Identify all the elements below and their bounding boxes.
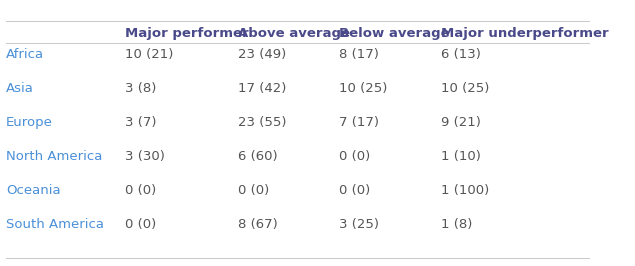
Text: 17 (42): 17 (42): [238, 82, 286, 95]
Text: 6 (60): 6 (60): [238, 150, 277, 163]
Text: Africa: Africa: [6, 48, 44, 61]
Text: 10 (25): 10 (25): [339, 82, 388, 95]
Text: South America: South America: [6, 218, 104, 231]
Text: 3 (25): 3 (25): [339, 218, 379, 231]
Text: 1 (8): 1 (8): [441, 218, 472, 231]
Text: 0 (0): 0 (0): [125, 218, 156, 231]
Text: 7 (17): 7 (17): [339, 116, 379, 129]
Text: 0 (0): 0 (0): [125, 184, 156, 197]
Text: 10 (21): 10 (21): [125, 48, 173, 61]
Text: 3 (7): 3 (7): [125, 116, 156, 129]
Text: 3 (30): 3 (30): [125, 150, 165, 163]
Text: 1 (100): 1 (100): [441, 184, 489, 197]
Text: 23 (55): 23 (55): [238, 116, 286, 129]
Text: Europe: Europe: [6, 116, 53, 129]
Text: 8 (17): 8 (17): [339, 48, 379, 61]
Text: 1 (10): 1 (10): [441, 150, 481, 163]
Text: Above average: Above average: [238, 27, 350, 40]
Text: Asia: Asia: [6, 82, 34, 95]
Text: 23 (49): 23 (49): [238, 48, 286, 61]
Text: Major underperformer: Major underperformer: [441, 27, 608, 40]
Text: Below average: Below average: [339, 27, 450, 40]
Text: Major performer: Major performer: [125, 27, 249, 40]
Text: 3 (8): 3 (8): [125, 82, 156, 95]
Text: 9 (21): 9 (21): [441, 116, 481, 129]
Text: 0 (0): 0 (0): [238, 184, 269, 197]
Text: North America: North America: [6, 150, 102, 163]
Text: 0 (0): 0 (0): [339, 184, 371, 197]
Text: 10 (25): 10 (25): [441, 82, 489, 95]
Text: 0 (0): 0 (0): [339, 150, 371, 163]
Text: 8 (67): 8 (67): [238, 218, 278, 231]
Text: Oceania: Oceania: [6, 184, 60, 197]
Text: 6 (13): 6 (13): [441, 48, 481, 61]
